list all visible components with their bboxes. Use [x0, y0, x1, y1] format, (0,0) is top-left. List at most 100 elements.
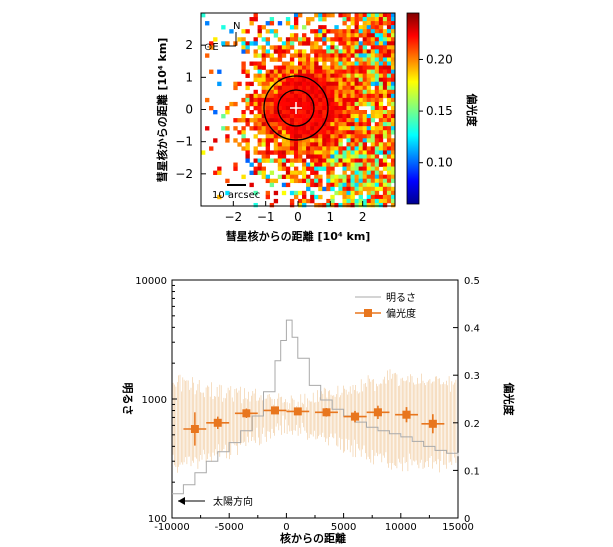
map-cell [386, 73, 392, 78]
map-cell [354, 65, 359, 70]
map-cell [334, 85, 339, 91]
map-cell [370, 186, 376, 192]
plot-left-ylabel: 明るさ [121, 383, 134, 416]
map-cell [209, 69, 214, 74]
map-cell [285, 97, 291, 103]
map-cell [269, 178, 275, 184]
map-cell [378, 25, 384, 30]
map-cell [334, 93, 339, 99]
map-cell [281, 65, 287, 70]
map-cell [386, 17, 392, 22]
map-cell [326, 37, 331, 42]
map-cell [354, 178, 359, 184]
map-cell [362, 202, 368, 208]
map-cell [326, 89, 331, 95]
map-cell [334, 146, 339, 151]
map-cell [209, 105, 214, 111]
map-cell [237, 142, 242, 147]
map-cell [269, 89, 275, 95]
map-cell [322, 93, 327, 99]
map-cell [382, 61, 388, 66]
map-cell [330, 134, 335, 139]
map-cell [314, 57, 319, 62]
map-cell [318, 89, 323, 95]
map-cell [382, 186, 388, 192]
map-cell [298, 69, 303, 74]
map-cell [334, 61, 339, 66]
map-cell [273, 33, 279, 38]
map-cell [281, 138, 287, 143]
map-cell [253, 118, 258, 123]
map-cell [354, 186, 359, 192]
plot-rtick-label: 0.1 [464, 466, 480, 477]
map-cell [374, 198, 380, 204]
map-cell [298, 138, 303, 143]
map-cell [302, 174, 307, 180]
map-cell [390, 202, 396, 208]
map-cell [358, 162, 363, 167]
map-cell [298, 198, 303, 204]
map-cell [261, 142, 266, 147]
map-cell [277, 146, 283, 151]
map-cell [350, 202, 355, 208]
map-cell [358, 85, 363, 91]
map-cell [281, 182, 287, 188]
map-cell [358, 170, 363, 175]
map-cell [342, 126, 347, 131]
map-cell [326, 65, 331, 70]
map-cell [281, 146, 287, 151]
map-cell [354, 41, 359, 46]
map-cell [338, 142, 343, 147]
map-cell [338, 146, 343, 151]
map-cell [370, 170, 376, 175]
map-cell [342, 45, 347, 50]
map-cell [374, 101, 380, 107]
polarization-point [373, 408, 382, 417]
map-cell [354, 166, 359, 171]
map-cell [366, 162, 372, 167]
map-cell [306, 126, 311, 131]
map-cell [346, 122, 351, 127]
map-cell [209, 41, 214, 46]
map-cell [322, 105, 327, 111]
map-cell [326, 97, 331, 103]
map-ytick-label: 1 [185, 70, 193, 84]
map-cell [346, 41, 351, 46]
map-cell [318, 105, 323, 111]
map-cell [378, 97, 384, 103]
map-cell [370, 134, 376, 139]
map-cell [350, 130, 355, 135]
plot-rtick-label: 0.4 [464, 324, 480, 335]
map-cell [354, 53, 359, 58]
map-cell [358, 174, 363, 180]
map-cell [354, 170, 359, 175]
map-cell [217, 166, 222, 171]
map-cell [350, 146, 355, 151]
map-cell [289, 174, 295, 180]
map-cell [334, 134, 339, 139]
map-cell [374, 190, 380, 196]
map-cell [378, 198, 384, 204]
map-cell [302, 194, 307, 200]
map-cell [273, 110, 279, 115]
map-cell [281, 81, 287, 87]
map-cell [370, 178, 376, 184]
map-cell [318, 202, 323, 208]
map-cell [261, 45, 266, 50]
map-cell [253, 65, 258, 70]
map-cell [330, 89, 335, 95]
map-cell [386, 93, 392, 99]
map-cell [326, 13, 331, 18]
map-cell [257, 158, 262, 163]
map-cell [382, 110, 388, 115]
map-cell [358, 69, 363, 74]
map-cell [257, 105, 262, 111]
map-cell [261, 114, 266, 119]
map-cell [342, 182, 347, 188]
plot-rtick-label: 0 [464, 514, 470, 525]
map-cell [390, 33, 396, 38]
map-cell [293, 114, 299, 119]
map-cell [354, 97, 359, 103]
map-cell [382, 45, 388, 50]
map-cell [306, 122, 311, 127]
